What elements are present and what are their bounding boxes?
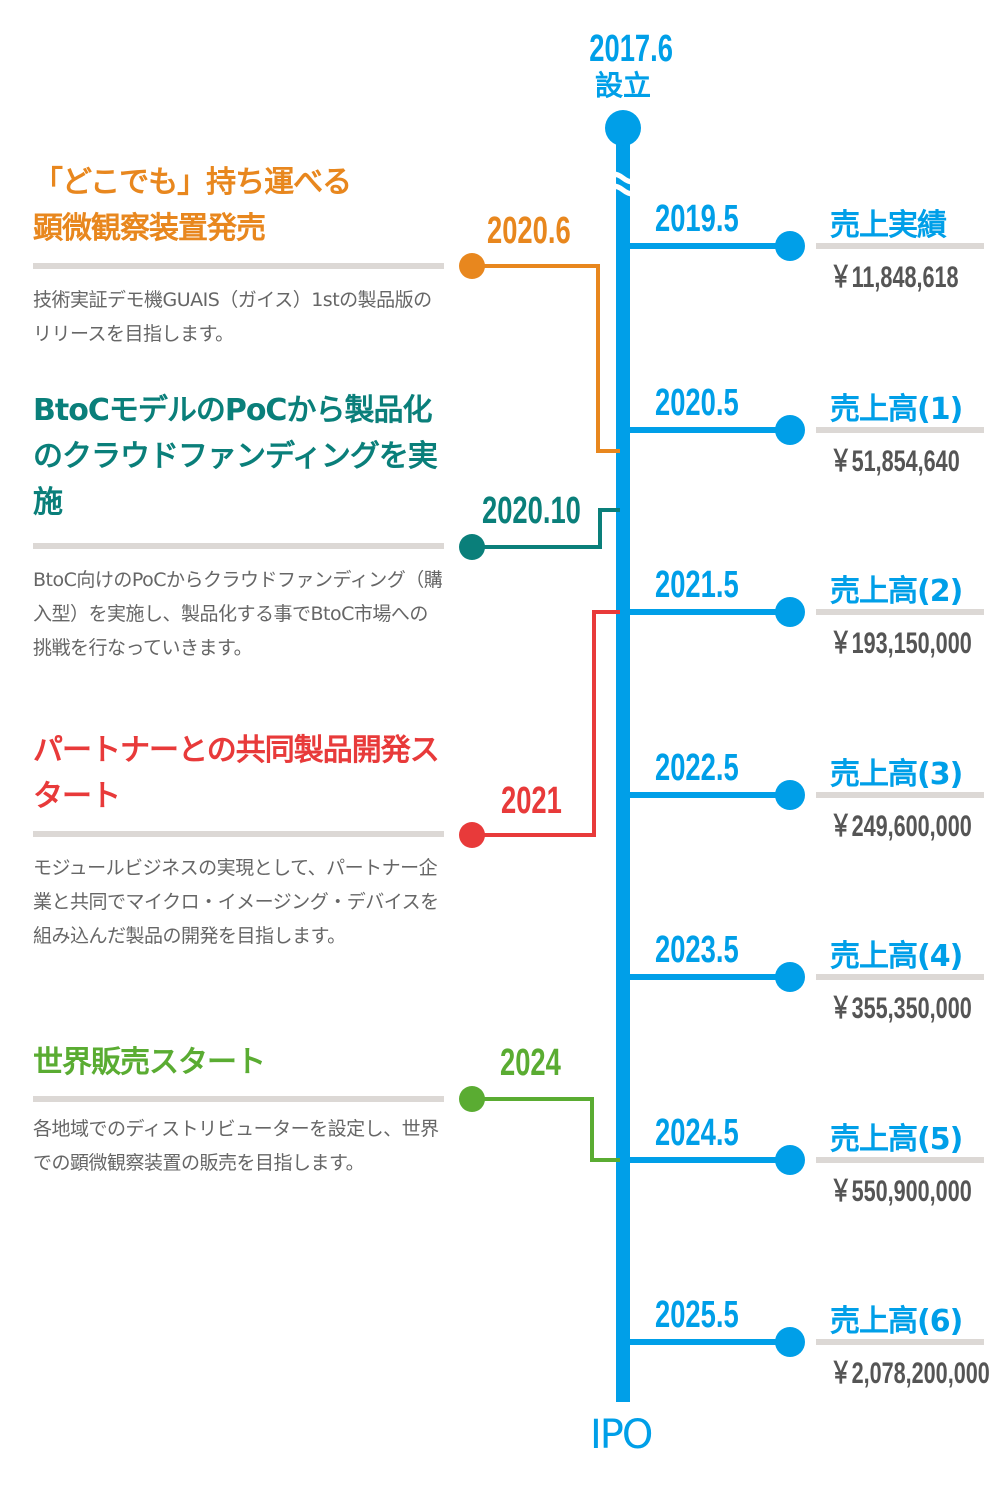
sales-label: 売上高(2) <box>830 574 963 609</box>
sales-label: 売上高(1) <box>830 392 963 427</box>
divider <box>33 831 444 837</box>
sales-amount: ￥249,600,000 <box>830 810 972 843</box>
event-title: BtoCモデルのPoCから製品化のクラウドファンディングを実施 <box>33 393 438 520</box>
node-green <box>459 1086 485 1112</box>
event-description: BtoC向けのPoCからクラウドファンディング（購入型）を実施し、製品化する事で… <box>33 569 443 659</box>
sales-node <box>775 1145 805 1175</box>
event-date: 2021 <box>501 780 562 822</box>
sales-date: 2025.5 <box>655 1294 739 1336</box>
event-date: 2024 <box>500 1042 561 1084</box>
event-date: 2020.6 <box>487 210 571 252</box>
event-title: 「どこでも」持ち運べる 顕微観察装置発売 <box>33 165 352 246</box>
sales-label: 売上高(6) <box>830 1304 963 1339</box>
sales-date: 2022.5 <box>655 747 739 789</box>
sales-amount: ￥2,078,200,000 <box>830 1357 990 1390</box>
break-mark-icon <box>601 171 645 197</box>
branch-red <box>472 610 620 837</box>
sales-label: 売上実績 <box>830 208 947 243</box>
divider <box>816 243 984 249</box>
start-date: 2017.6 <box>589 28 673 70</box>
branch-orange <box>472 264 620 453</box>
divider <box>816 792 984 798</box>
divider <box>33 1096 444 1102</box>
sales-node <box>775 415 805 445</box>
sales-amount: ￥51,854,640 <box>830 445 960 478</box>
event-title: 世界販売スタート <box>33 1045 266 1080</box>
divider <box>33 543 444 549</box>
start-label: 設立 <box>594 69 651 102</box>
branch-teal <box>472 508 620 549</box>
sales-node <box>775 962 805 992</box>
sales-amount: ￥550,900,000 <box>830 1175 972 1208</box>
sales-date: 2023.5 <box>655 929 739 971</box>
divider <box>816 1339 984 1345</box>
node-red <box>459 822 485 848</box>
sales-node <box>775 1327 805 1357</box>
event-date: 2020.10 <box>482 490 581 532</box>
divider <box>816 974 984 980</box>
sales-node <box>775 780 805 810</box>
sales-label: 売上高(3) <box>830 757 963 792</box>
node-orange <box>459 253 485 279</box>
sales-node <box>775 231 805 261</box>
sales-node <box>775 597 805 627</box>
event-title: パートナーとの共同製品開発スタート <box>33 733 440 814</box>
end-label: IPO <box>590 1412 653 1458</box>
node-teal <box>459 534 485 560</box>
sales-date: 2020.5 <box>655 382 739 424</box>
start-knob <box>605 110 641 146</box>
sales-date: 2024.5 <box>655 1112 739 1154</box>
branch-green <box>472 1097 620 1162</box>
divider <box>33 263 444 269</box>
sales-date: 2019.5 <box>655 198 739 240</box>
sales-label: 売上高(5) <box>830 1122 963 1157</box>
divider <box>816 427 984 433</box>
sales-date: 2021.5 <box>655 564 739 606</box>
sales-amount: ￥355,350,000 <box>830 992 972 1025</box>
event-description: 各地域でのディストリビューターを設定し、世界での顕微観察装置の販売を目指します。 <box>33 1118 439 1174</box>
sales-amount: ￥193,150,000 <box>830 627 972 660</box>
sales-label: 売上高(4) <box>830 939 963 974</box>
event-description: 技術実証デモ機GUAIS（ガイス）1stの製品版のリリースを目指します。 <box>33 289 432 345</box>
event-description: モジュールビジネスの実現として、パートナー企業と共同でマイクロ・イメージング・デ… <box>33 857 439 947</box>
divider <box>816 1157 984 1163</box>
sales-amount: ￥11,848,618 <box>830 261 959 294</box>
divider <box>816 609 984 615</box>
